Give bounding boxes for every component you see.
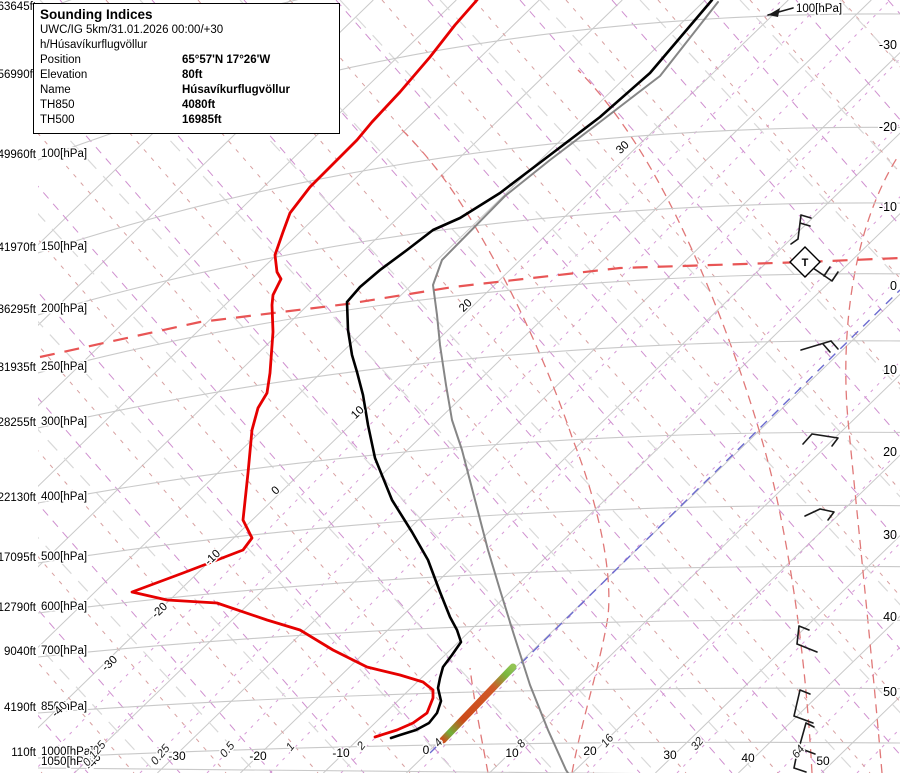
isotherm-value-label: 0 <box>269 484 282 497</box>
wind-barb-icon <box>796 625 818 653</box>
altitude-ft-label: 110ft <box>11 747 37 759</box>
bottom-axis-temp-label: 0 <box>423 743 430 757</box>
pressure-hpa-label: 850[hPa] <box>41 701 87 713</box>
wind-barb-icon <box>804 508 835 521</box>
info-label: Elevation <box>40 69 88 81</box>
mixing-ratio-line-blue <box>429 289 900 754</box>
wind-barb-icon <box>812 266 839 282</box>
altitude-ft-label: 49960ft <box>0 149 37 161</box>
bottom-axis-temp-label: 40 <box>741 751 755 765</box>
info-value: 16985ft <box>182 114 222 126</box>
right-axis-temp-label: -20 <box>879 120 897 134</box>
altitude-ft-label: 63645ft <box>0 1 37 13</box>
altitude-ft-label: 17095ft <box>0 552 37 564</box>
tropopause-marker: T <box>789 246 821 278</box>
bottom-axis-temp-label: -10 <box>332 746 350 760</box>
wind-barb-icon <box>790 214 812 245</box>
pressure-hpa-label: 200[hPa] <box>41 303 87 315</box>
altitude-ft-label: 36295ft <box>0 304 37 316</box>
right-axis-temp-label: 50 <box>883 685 897 699</box>
run-subtitle: UWC/IG 5km/31.01.2026 00:00/+30 h/Húsaví… <box>40 24 224 51</box>
dewpoint-curve <box>130 0 479 739</box>
altitude-ft-label: 4190ft <box>4 702 37 714</box>
wind-barb-icon <box>800 340 839 353</box>
altitude-ft-label: 41970ft <box>0 242 37 254</box>
wind-barb-icon <box>802 433 839 447</box>
panel-title: Sounding Indices <box>40 7 153 22</box>
bottom-axis-temp-label: 10 <box>505 746 519 760</box>
temperature-curve <box>345 0 714 740</box>
sounding-indices-panel: Sounding Indices UWC/IG 5km/31.01.2026 0… <box>33 3 340 134</box>
altitude-ft-label: 31935ft <box>0 362 37 374</box>
pressure-hpa-label: 600[hPa] <box>41 601 87 613</box>
info-row-elevation: Elevation 80ft <box>40 68 333 83</box>
info-label: Name <box>40 84 71 96</box>
auxiliary-profile-curve <box>432 1 719 773</box>
right-axis-temp-label: -30 <box>879 38 897 52</box>
bottom-axis-temp-label: 20 <box>583 744 597 758</box>
right-axis-temp-label: -10 <box>879 200 897 214</box>
info-label: TH850 <box>40 99 75 111</box>
info-value: Húsavíkurflugvöllur <box>182 84 290 96</box>
info-row-th850: TH850 4080ft <box>40 98 333 113</box>
info-value: 4080ft <box>182 99 216 111</box>
pressure-hpa-label: 300[hPa] <box>41 416 87 428</box>
pressure-hpa-label: 700[hPa] <box>41 645 87 657</box>
info-value: 65°57'N 17°26'W <box>182 54 271 66</box>
info-label: TH500 <box>40 114 75 126</box>
pressure-hpa-label: 400[hPa] <box>41 491 87 503</box>
info-value: 80ft <box>182 69 203 81</box>
bottom-axis-temp-label: 50 <box>816 754 830 768</box>
right-axis-temp-label: 20 <box>883 445 897 459</box>
pressure-hpa-label: 100[hPa] <box>41 148 87 160</box>
mixing-ratio-value-label: 16 <box>599 732 617 750</box>
altitude-ft-label: 12790ft <box>0 602 37 614</box>
right-axis-temp-label: 0 <box>890 279 897 293</box>
pressure-hpa-label: 1050[hPa] <box>41 756 93 768</box>
isotherm-value-label: 20 <box>457 297 475 315</box>
pressure-hpa-label: 500[hPa] <box>41 551 87 563</box>
altitude-ft-label: 28255ft <box>0 417 37 429</box>
altitude-ft-label: 9040ft <box>4 646 37 658</box>
right-axis-temp-label: 40 <box>883 610 897 624</box>
wind-barb-icon <box>793 689 814 724</box>
wind-barb-icon <box>793 747 807 773</box>
info-row-position: Position 65°57'N 17°26'W <box>40 53 333 68</box>
isotherm-value-label: -20 <box>150 601 170 621</box>
pressure-hpa-label-top-right: 100[hPa] <box>796 3 842 15</box>
info-label: Position <box>40 54 81 66</box>
pressure-hpa-label: 1000[hPa] <box>41 746 93 758</box>
altitude-ft-label: 22130ft <box>0 492 37 504</box>
right-axis-temp-label: 10 <box>883 363 897 377</box>
mixing-ratio-value-label: 2 <box>354 739 368 753</box>
pressure-hpa-label: 250[hPa] <box>41 361 87 373</box>
tropopause-line <box>39 256 900 359</box>
info-row-name: Name Húsavíkurflugvöllur <box>40 83 333 98</box>
moist-adiabat-red-grid <box>397 69 898 773</box>
pressure-hpa-label: 150[hPa] <box>41 241 87 253</box>
bottom-axis-temp-label: -20 <box>249 749 267 763</box>
info-row-th500: TH500 16985ft <box>40 113 333 128</box>
wind-barb-icon <box>767 7 794 17</box>
parcel-path-line <box>439 663 517 744</box>
isotherm-value-label: -30 <box>100 654 120 674</box>
svg-text:T: T <box>802 257 809 269</box>
bottom-axis-temp-label: 30 <box>663 748 677 762</box>
mixing-ratio-value-label: 1 <box>284 741 297 754</box>
mixing-ratio-value-label: 0.5 <box>218 740 238 760</box>
bottom-axis-temp-label: -30 <box>168 749 186 763</box>
altitude-ft-label: 56990ft <box>0 69 37 81</box>
right-axis-temp-label: 30 <box>883 528 897 542</box>
wind-barb-column <box>767 7 839 773</box>
